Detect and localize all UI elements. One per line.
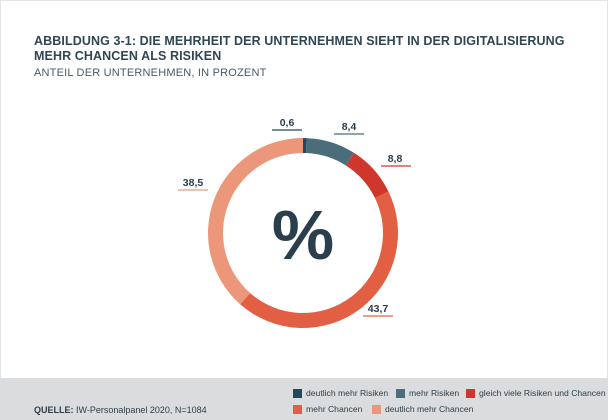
data-label-2: 8,8 [388,153,403,165]
data-label-3: 43,7 [368,303,389,315]
legend-label: gleich viele Risiken und Chancen [479,388,606,398]
donut-slice-3 [240,191,399,329]
legend-label: mehr Risiken [409,388,460,398]
legend-item-mehr-risiken: mehr Risiken [396,388,459,398]
legend-swatch [396,388,405,398]
legend-swatch [372,404,381,414]
legend: deutlich mehr Risiken mehr Risiken gleic… [0,378,608,420]
legend-label: mehr Chancen [306,404,363,414]
donut-chart: 0,6 8,4 8,8 43,7 38,5 % [178,117,411,329]
legend-swatch [293,388,302,398]
donut-slices [208,138,399,329]
donut-slice-0 [303,138,307,154]
legend-item-gleich-viele: gleich viele Risiken und Chancen [466,388,606,398]
legend-item-mehr-chancen: mehr Chancen [293,404,362,414]
source-text: IW-Personalpanel 2020, N=1084 [76,405,207,415]
legend-label: deutlich mehr Chancen [385,404,474,414]
legend-item-deutlich-mehr-chancen: deutlich mehr Chancen [372,404,473,414]
data-label-0: 0,6 [280,117,295,129]
chart-subtitle: ANTEIL DER UNTERNEHMEN, IN PROZENT [34,67,267,79]
source-note: QUELLE: IW-Personalpanel 2020, N=1084 [34,405,207,415]
legend-label: deutlich mehr Risiken [306,388,389,398]
donut-slice-4 [208,138,303,305]
footer-bar: deutlich mehr Risiken mehr Risiken gleic… [0,378,608,420]
donut-slice-1 [306,138,354,166]
data-label-1: 8,4 [342,121,357,133]
label-leaders [178,129,411,317]
chart-title: ABBILDUNG 3-1: DIE MEHRHEIT DER UNTERNEH… [34,34,565,63]
data-labels: 0,6 8,4 8,8 43,7 38,5 [183,117,403,315]
legend-swatch [466,388,475,398]
data-label-4: 38,5 [183,177,204,189]
donut-slice-2 [345,152,389,199]
legend-swatch [293,404,302,414]
source-label: QUELLE: [34,405,74,415]
legend-item-deutlich-mehr-risiken: deutlich mehr Risiken [293,388,388,398]
center-percent-label: % [272,196,334,274]
